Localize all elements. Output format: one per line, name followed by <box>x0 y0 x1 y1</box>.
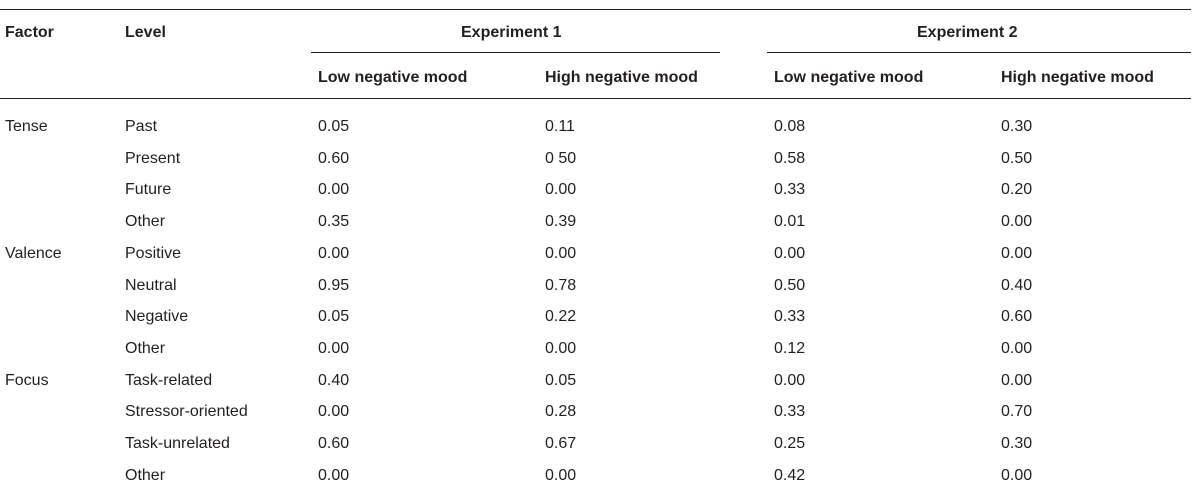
row-value: 0.00 <box>318 403 350 420</box>
row-value: 0.50 <box>1001 150 1033 167</box>
row-level: Positive <box>125 245 182 262</box>
row-value: 0.33 <box>774 308 806 325</box>
row-level: Future <box>125 181 172 198</box>
row-value: 0.00 <box>545 245 577 262</box>
top-rule <box>0 9 1191 10</box>
experiment1-underline <box>311 52 720 53</box>
row-value: 0.42 <box>774 467 806 484</box>
row-value: 0.00 <box>545 340 577 357</box>
row-value: 0.00 <box>318 181 350 198</box>
subheader-exp1-low: Low negative mood <box>318 69 468 86</box>
row-value: 0.01 <box>774 213 806 230</box>
experiment2-underline <box>767 52 1191 53</box>
row-level: Other <box>125 340 166 357</box>
row-value: 0.30 <box>1001 435 1033 452</box>
header-bottom-rule <box>0 98 1191 99</box>
row-level: Other <box>125 467 166 484</box>
row-value: 0.11 <box>545 118 575 135</box>
row-value: 0.00 <box>545 467 577 484</box>
row-value: 0 50 <box>545 150 577 167</box>
row-level: Neutral <box>125 277 177 294</box>
row-value: 0.78 <box>545 277 577 294</box>
row-value: 0.12 <box>774 340 806 357</box>
row-value: 0.00 <box>1001 467 1033 484</box>
row-value: 0.33 <box>774 181 806 198</box>
row-value: 0.60 <box>318 435 350 452</box>
row-value: 0.40 <box>318 372 350 389</box>
row-value: 0.95 <box>318 277 350 294</box>
row-value: 0.00 <box>318 340 350 357</box>
header-factor: Factor <box>5 24 54 41</box>
row-value: 0.00 <box>774 245 806 262</box>
header-level: Level <box>125 24 166 41</box>
subheader-exp2-low: Low negative mood <box>774 69 924 86</box>
row-level: Task-unrelated <box>125 435 230 452</box>
row-value: 0.00 <box>1001 213 1033 230</box>
row-value: 0.67 <box>545 435 577 452</box>
row-value: 0.39 <box>545 213 577 230</box>
row-value: 0.05 <box>318 118 350 135</box>
row-value: 0.33 <box>774 403 806 420</box>
row-value: 0.08 <box>774 118 806 135</box>
row-value: 0.00 <box>774 372 806 389</box>
row-value: 0.00 <box>1001 372 1033 389</box>
row-level: Stressor-oriented <box>125 403 248 420</box>
row-value: 0.22 <box>545 308 577 325</box>
row-level: Task-related <box>125 372 213 389</box>
row-value: 0.00 <box>318 245 350 262</box>
row-factor: Tense <box>5 118 48 135</box>
row-value: 0.50 <box>774 277 806 294</box>
row-value: 0.20 <box>1001 181 1033 198</box>
row-value: 0.60 <box>318 150 350 167</box>
row-value: 0.00 <box>1001 340 1033 357</box>
header-experiment-2: Experiment 2 <box>917 24 1018 41</box>
row-value: 0.00 <box>1001 245 1033 262</box>
row-level: Present <box>125 150 181 167</box>
row-value: 0.40 <box>1001 277 1033 294</box>
subheader-exp2-high: High negative mood <box>1001 69 1154 86</box>
header-experiment-1: Experiment 1 <box>461 24 562 41</box>
row-level: Negative <box>125 308 189 325</box>
row-value: 0.05 <box>318 308 350 325</box>
row-value: 0.60 <box>1001 308 1033 325</box>
row-value: 0.00 <box>318 467 350 484</box>
row-value: 0.28 <box>545 403 577 420</box>
row-value: 0.58 <box>774 150 806 167</box>
row-level: Other <box>125 213 166 230</box>
row-factor: Focus <box>5 372 49 389</box>
row-level: Past <box>125 118 158 135</box>
row-value: 0.25 <box>774 435 806 452</box>
row-value: 0.00 <box>545 181 577 198</box>
row-value: 0.35 <box>318 213 350 230</box>
subheader-exp1-high: High negative mood <box>545 69 698 86</box>
row-value: 0.05 <box>545 372 577 389</box>
row-factor: Valence <box>5 245 62 262</box>
row-value: 0.70 <box>1001 403 1033 420</box>
row-value: 0.30 <box>1001 118 1033 135</box>
